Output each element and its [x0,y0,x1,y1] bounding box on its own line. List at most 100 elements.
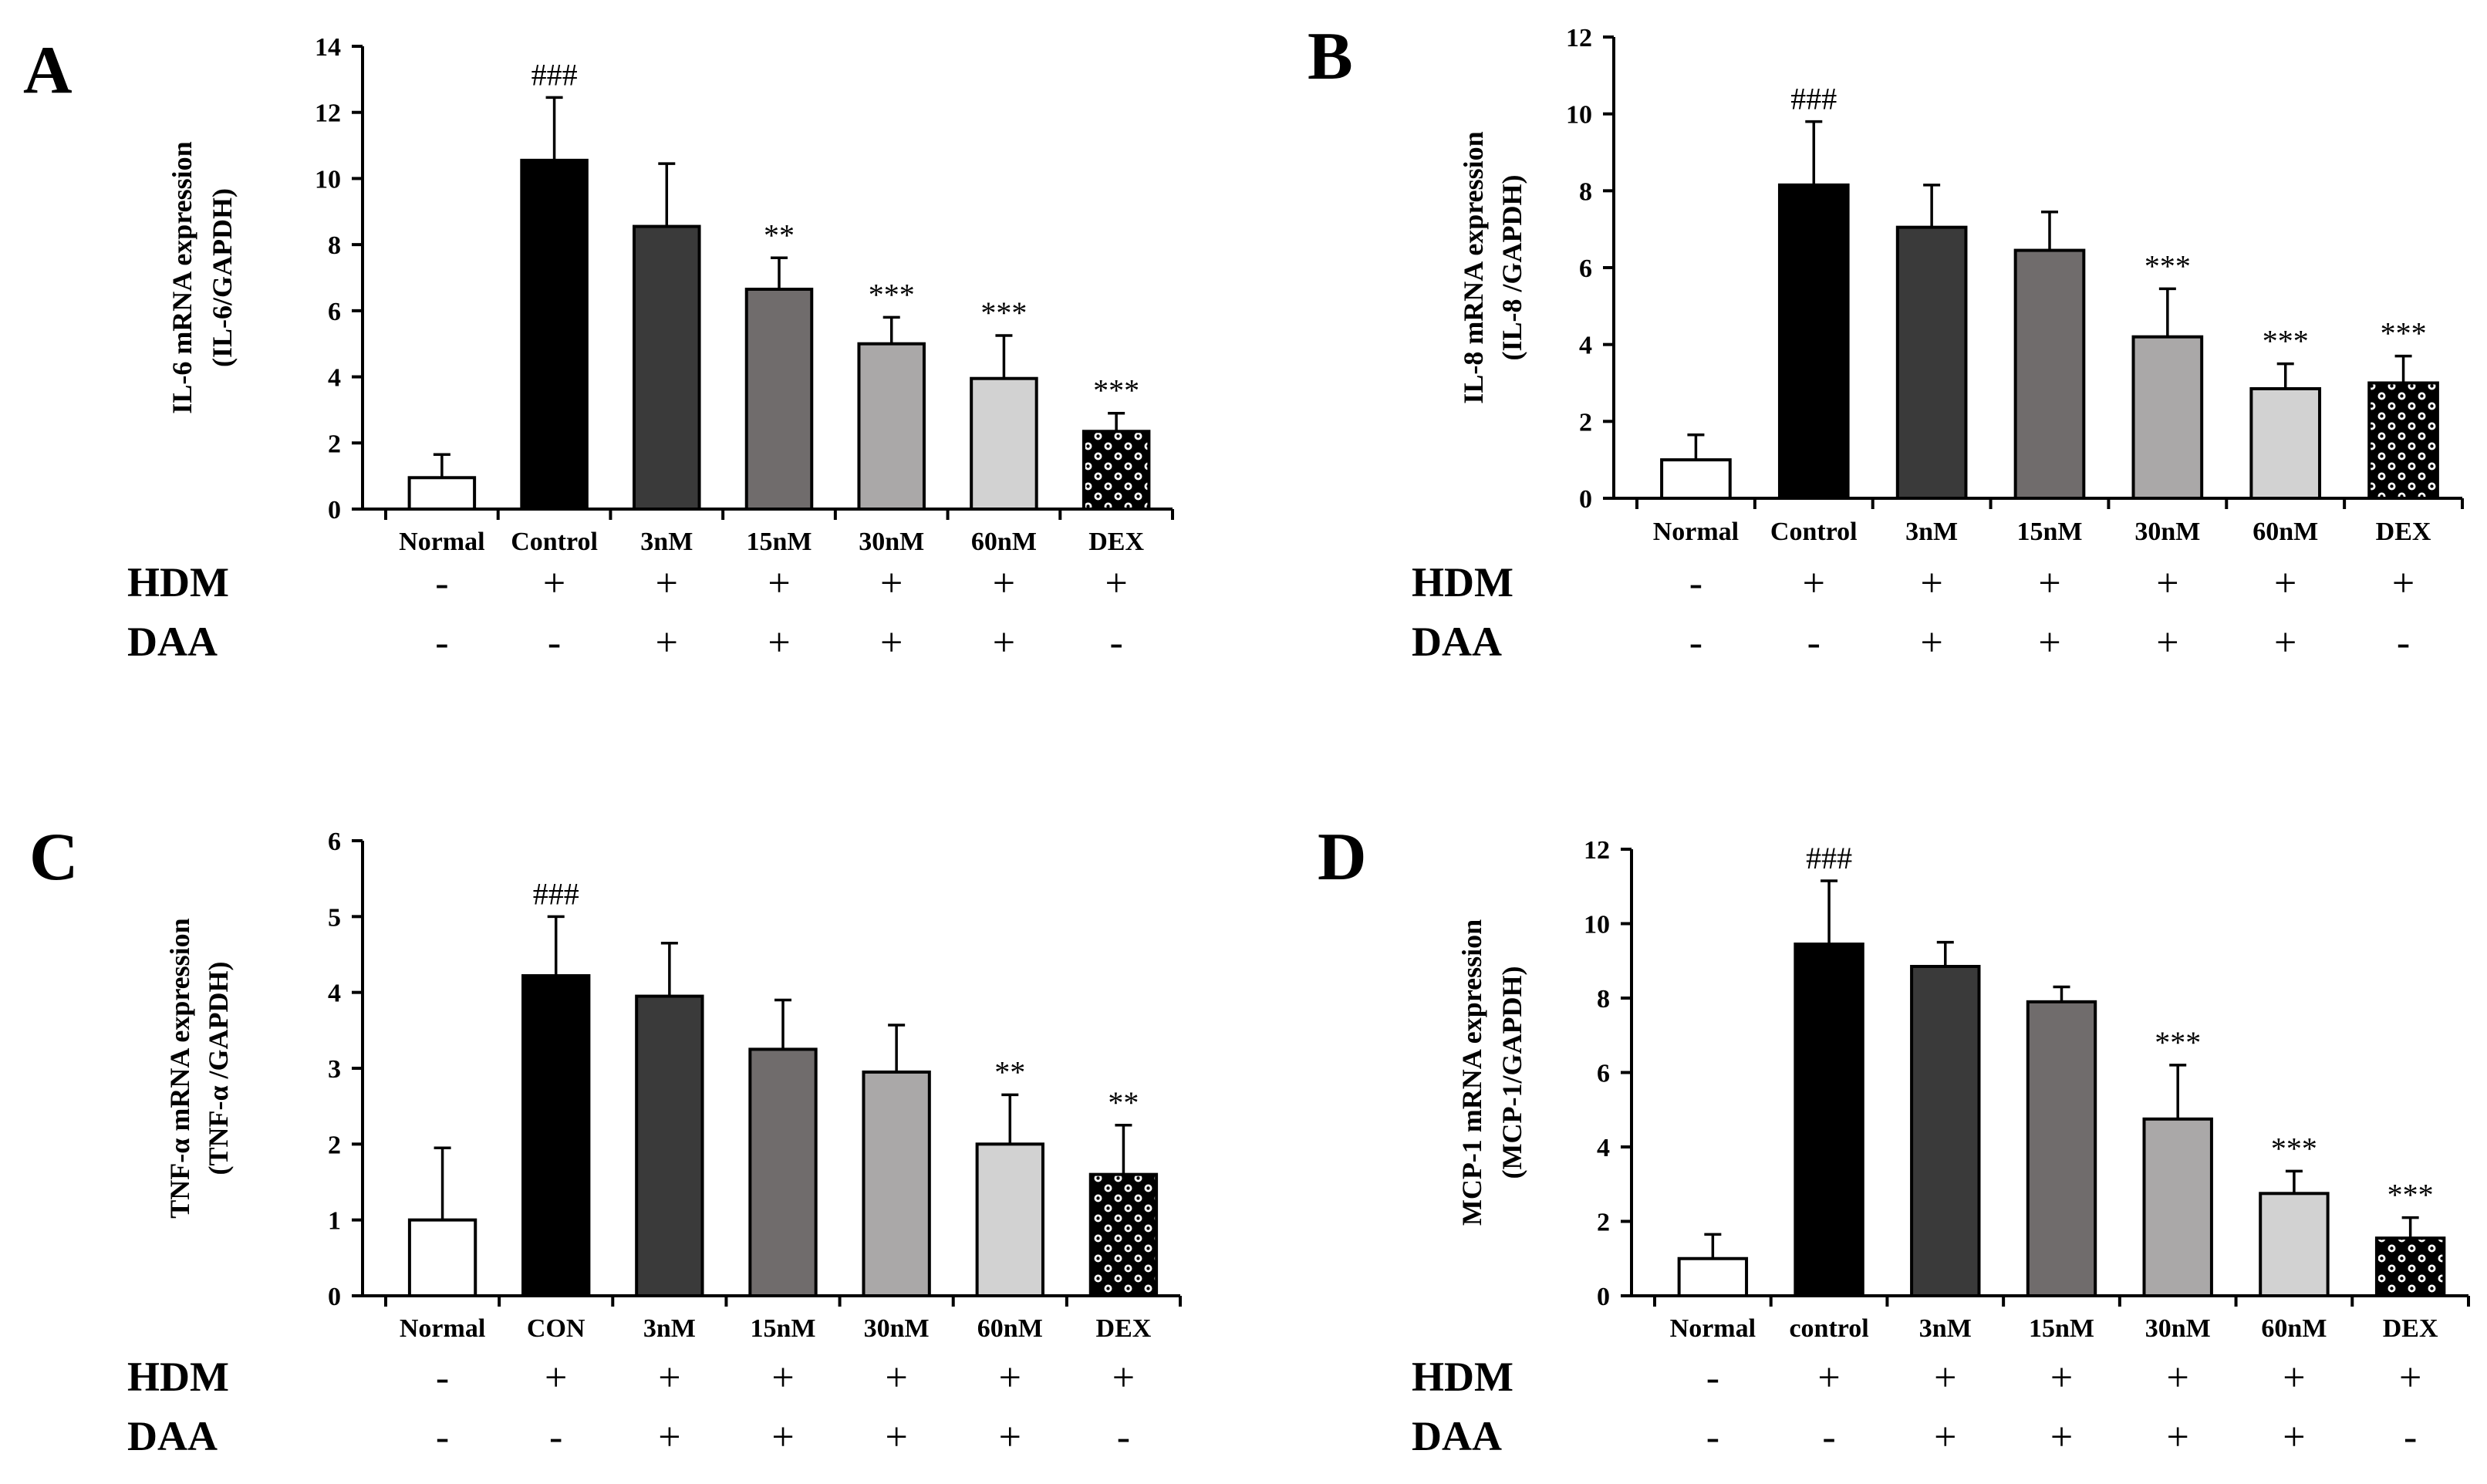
category-label: DEX [1096,1314,1152,1343]
condition-symbol: - [1689,621,1702,665]
significance-label: *** [2263,324,2309,359]
condition-symbol: + [1112,1356,1135,1400]
condition-symbol: + [999,1356,1021,1400]
bar [862,1070,931,1297]
y-tick-label: 10 [315,165,341,194]
category-label: Normal [1653,518,1739,546]
category-label: DEX [2376,518,2431,546]
condition-row-label: HDM [127,1354,229,1400]
category-label: 15nM [2017,518,2083,546]
condition-symbol: + [658,1356,680,1400]
bar [1910,964,1981,1298]
y-tick-label: 2 [328,1131,341,1159]
y-tick-label: 1 [328,1207,341,1236]
condition-symbol: + [2274,562,2296,605]
y-tick-label: 14 [315,33,341,62]
bar [2131,335,2204,501]
condition-symbol: + [771,1356,794,1400]
bar [520,158,589,511]
bar [633,224,701,511]
category-label: 60nM [2252,518,2318,546]
category-label: DEX [2383,1314,2438,1343]
condition-symbol: + [658,1415,680,1459]
y-axis-label: IL-8 mRNA expression [1458,131,1489,403]
condition-symbol: + [2274,621,2296,665]
y-tick-label: 6 [328,828,341,856]
condition-symbol: + [1934,1356,1956,1400]
category-label: 15nM [747,528,812,556]
significance-label: *** [2144,248,2191,283]
y-tick-label: 12 [315,99,341,128]
y-axis-label: IL-6 mRNA expression [167,141,197,413]
bar [975,1142,1044,1298]
condition-symbol: - [2404,1415,2417,1459]
condition-symbol: + [1803,562,1825,605]
y-axis-label-sub: (IL-8 /GAPDH) [1497,175,1527,361]
y-tick-label: 3 [328,1055,341,1084]
category-label: 3nM [1905,518,1958,546]
category-label: 3nM [1919,1314,1972,1343]
significance-label: ### [531,57,578,92]
panel-a: A IL-6 mRNA expression (IL-6/GAPDH) 0 2 4 6 8 10… [23,33,1174,665]
significance-label: *** [980,295,1027,330]
significance-label: ** [994,1054,1025,1089]
category-label: 15nM [2029,1314,2094,1343]
condition-symbol: + [1934,1415,1956,1459]
condition-symbol: + [1105,562,1127,605]
category-label: 30nM [859,528,924,556]
bar [1660,458,1732,501]
panel-letter: C [29,820,79,895]
condition-symbol: - [1706,1415,1719,1459]
significance-label: *** [869,277,915,312]
condition-row-label: DAA [127,1413,218,1459]
y-tick-label: 10 [1584,911,1610,939]
y-axis-label-sub: (TNF-α /GAPDH) [203,961,234,1175]
condition-symbol: + [2050,1415,2073,1459]
significance-label: ### [1790,82,1837,116]
y-axis-label: TNF-α mRNA expression [164,918,195,1218]
y-tick-label: 0 [328,1283,341,1311]
bar [1794,943,1864,1297]
condition-symbol: - [548,621,561,665]
condition-symbol: + [656,562,678,605]
condition-symbol: - [435,621,448,665]
significance-label: ### [533,876,579,911]
significance-label: *** [2381,316,2427,351]
condition-symbol: + [545,1356,567,1400]
category-label: Control [511,528,598,556]
condition-symbol: + [543,562,565,605]
y-tick-label: 2 [1579,408,1592,437]
bar [2026,1000,2097,1297]
condition-symbol: + [885,1415,907,1459]
y-tick-label: 4 [328,980,341,1008]
condition-row-label: HDM [127,559,229,605]
y-tick-label: 10 [1566,101,1592,130]
significance-label: ** [1108,1085,1139,1120]
significance-label: *** [2387,1178,2434,1212]
category-label: control [1789,1314,1868,1343]
category-label: 60nM [977,1314,1043,1343]
category-label: 30nM [864,1314,930,1343]
significance-label: *** [2155,1025,2201,1060]
condition-symbol: - [1117,1415,1130,1459]
condition-symbol: + [2392,562,2414,605]
panel-letter: D [1318,820,1367,895]
bar [1082,430,1151,511]
condition-symbol: - [1807,621,1821,665]
condition-symbol: + [771,1415,794,1459]
bar [2374,1236,2446,1298]
y-tick-label: 6 [328,298,341,326]
category-label: Control [1770,518,1858,546]
condition-symbol: - [1689,562,1702,605]
panel-c: C TNF-α mRNA expression (TNF-α /GAPDH) 0 1 2 3… [29,820,1182,1459]
condition-symbol: - [1822,1415,1835,1459]
condition-symbol: + [2156,621,2178,665]
category-label: Normal [399,528,484,556]
category-label: 30nM [2145,1314,2211,1343]
y-axis-label-sub: (IL-6/GAPDH) [207,188,238,367]
significance-label: *** [2271,1131,2317,1165]
y-tick-label: 12 [1566,24,1592,52]
condition-symbol: - [1706,1356,1719,1400]
condition-symbol: + [885,1356,907,1400]
bar [2259,1192,2330,1297]
